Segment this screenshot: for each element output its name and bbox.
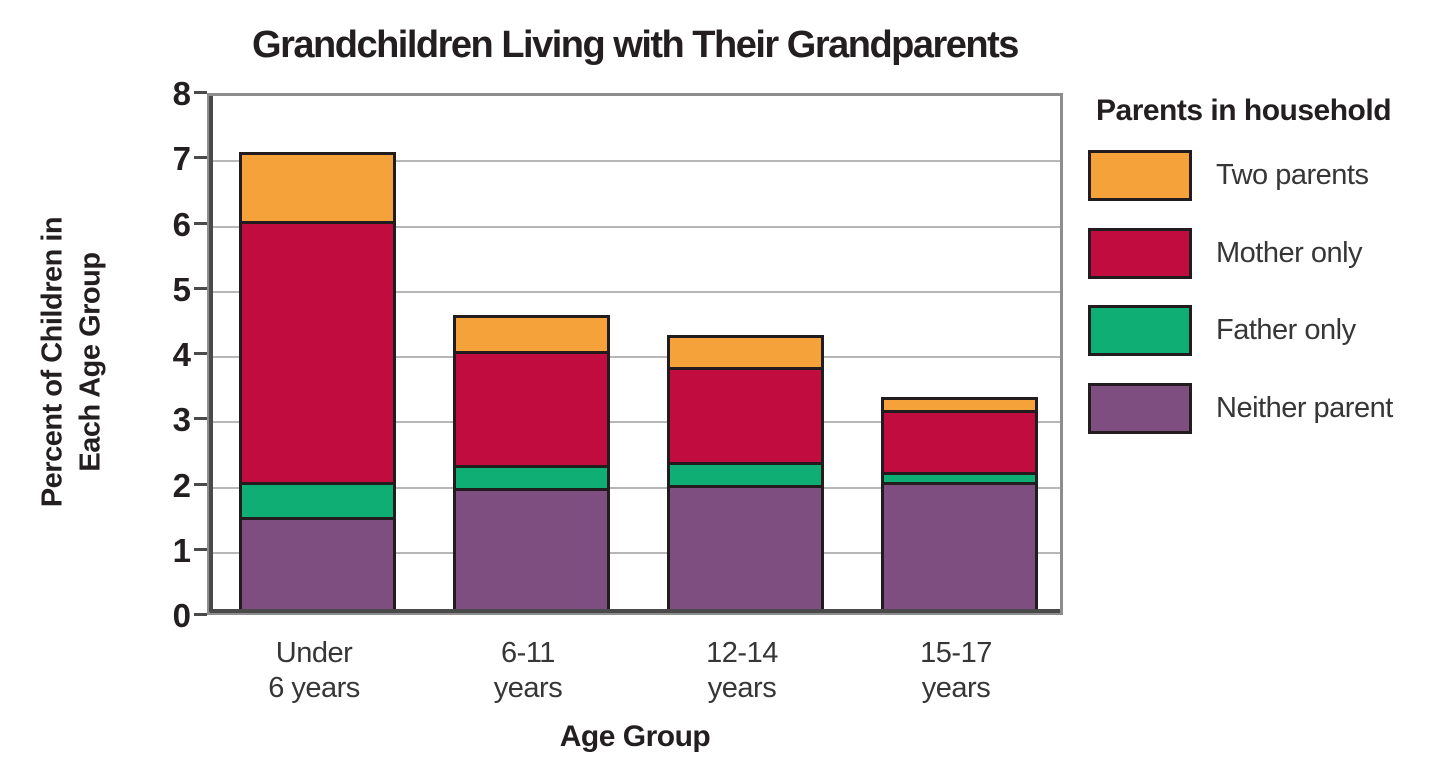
x-category-label: Under 6 years [207, 636, 421, 707]
legend-swatch-father-only [1088, 305, 1192, 357]
bar-group-15-17-years [880, 396, 1038, 612]
bar-segment-father-only [880, 471, 1038, 482]
y-axis-line [209, 96, 213, 612]
legend-item-neither-parent: Neither parent [1088, 382, 1393, 435]
y-tick-label: 1 [172, 531, 191, 569]
x-category-label-line: 6-11 [501, 637, 555, 669]
y-tick-mark [194, 286, 207, 290]
bar-group-under-6-years [238, 152, 396, 612]
gridline [210, 486, 1060, 489]
y-tick-label: 7 [172, 140, 191, 178]
bar-segment-neither-parent [238, 517, 396, 612]
bar-segment-father-only [238, 481, 396, 518]
chart-title: Grandchildren Living with Their Grandpar… [252, 24, 1019, 66]
gridline [210, 160, 1060, 163]
gridline [210, 356, 1060, 358]
y-tick-mark [194, 547, 207, 551]
y-tick-label: 3 [172, 401, 191, 439]
x-category-label-line: Under [275, 637, 353, 669]
legend-swatch-two-parents [1088, 150, 1192, 201]
bar-segment-neither-parent [452, 488, 610, 612]
legend-title: Parents in household [1096, 94, 1392, 127]
y-tick-mark [194, 156, 207, 160]
gridline [210, 421, 1060, 424]
legend-item-label: Mother only [1216, 236, 1363, 269]
x-category-label-line: years [493, 672, 563, 705]
bar-segment-two-parents [238, 152, 396, 221]
bar-segment-father-only [452, 465, 610, 489]
x-category-label: 12-14 years [635, 636, 849, 707]
y-tick-label: 0 [172, 597, 191, 634]
bar-segment-mother-only [238, 220, 396, 482]
x-category-label: 15-17 years [849, 636, 1063, 707]
y-tick-label: 8 [172, 75, 191, 112]
y-tick-mark [194, 352, 207, 355]
x-axis-title: Age Group [559, 720, 711, 753]
legend-item-two-parents: Two parents [1088, 149, 1369, 202]
gridline [210, 225, 1060, 228]
bar-segment-neither-parent [666, 484, 824, 612]
x-category-label-line: 12-14 [706, 637, 778, 669]
legend-swatch-neither-parent [1088, 383, 1192, 435]
legend-item-label: Father only [1216, 314, 1356, 347]
x-category-label-line: 6 years [268, 672, 360, 705]
y-tick-mark [194, 613, 207, 616]
x-axis-line [210, 609, 1060, 613]
bar-segment-father-only [666, 461, 824, 485]
y-tick-mark [194, 221, 207, 225]
y-tick-label: 4 [172, 336, 191, 373]
legend-item-label: Neither parent [1216, 392, 1393, 425]
legend-swatch-mother-only [1088, 227, 1192, 279]
bar-segment-two-parents [666, 334, 824, 368]
bar-segment-neither-parent [880, 481, 1038, 612]
y-axis-title-line-2: Each Age Group [74, 252, 106, 472]
y-tick-mark [194, 417, 207, 421]
gridline [210, 290, 1060, 293]
gridline [210, 551, 1060, 554]
x-category-label-line: years [707, 672, 777, 705]
y-tick-label: 2 [172, 466, 191, 504]
legend-item-mother-only: Mother only [1088, 227, 1363, 280]
legend-item-father-only: Father only [1088, 304, 1356, 357]
bar-group-6-11-years [452, 315, 610, 612]
y-tick-mark [194, 91, 207, 94]
x-category-label-line: 15-17 [920, 637, 992, 669]
legend-item-label: Two parents [1216, 159, 1369, 191]
bar-segment-mother-only [880, 409, 1038, 472]
x-category-label: 6-11 years [421, 636, 635, 707]
y-tick-mark [194, 482, 207, 486]
bar-group-12-14-years [666, 334, 824, 612]
bar-segment-mother-only [452, 351, 610, 466]
plot-area [207, 93, 1063, 615]
y-axis-title: Percent of Children in Each Age Group [34, 217, 109, 507]
x-category-label-line: years [921, 672, 991, 705]
bar-segment-two-parents [452, 315, 610, 351]
y-tick-label: 6 [172, 205, 191, 243]
bar-segment-mother-only [666, 367, 824, 462]
y-tick-label: 5 [172, 270, 191, 308]
y-axis-title-line-1: Percent of Children in [36, 216, 69, 508]
bar-segment-two-parents [880, 396, 1038, 410]
